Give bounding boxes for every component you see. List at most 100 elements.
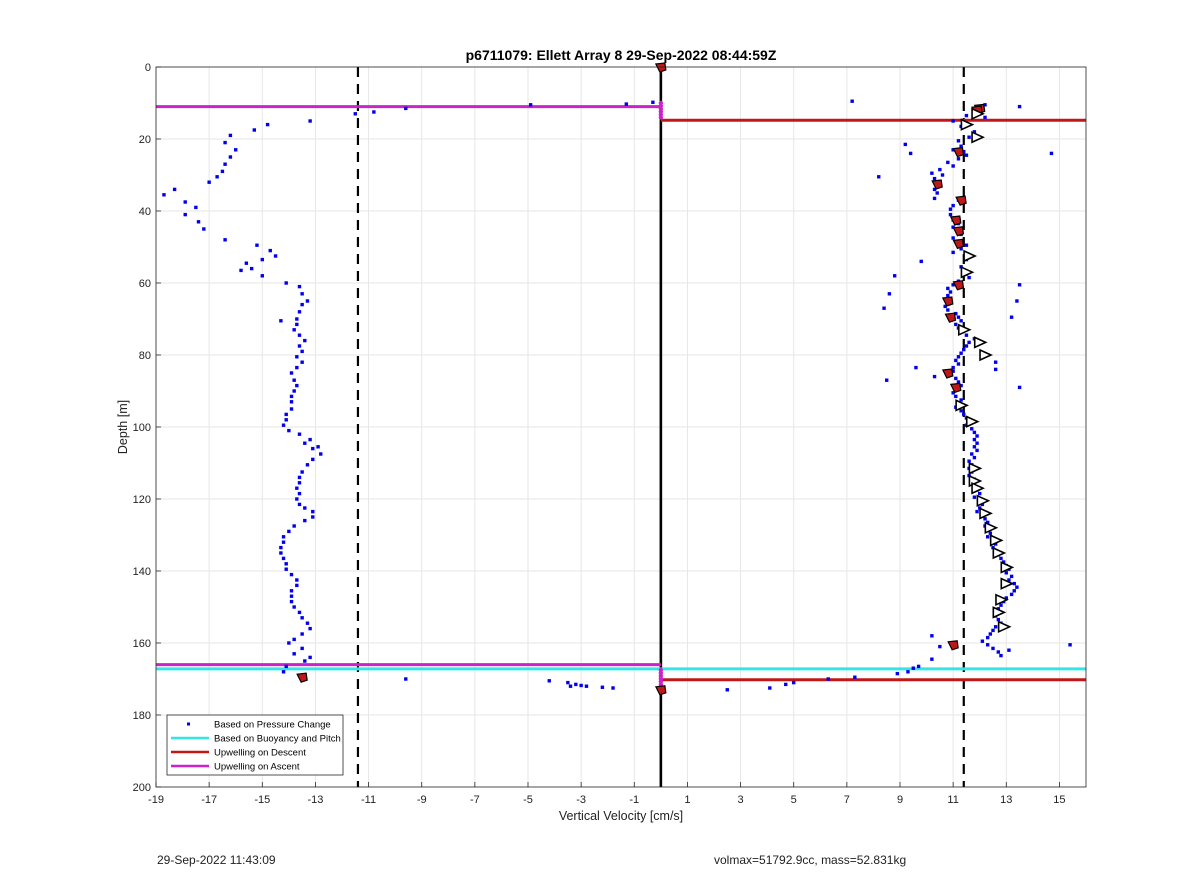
pressure-point xyxy=(289,407,294,411)
pressure-point xyxy=(972,445,977,449)
ascent-triangle-marker xyxy=(971,107,985,121)
pressure-point xyxy=(951,225,955,229)
pressure-point xyxy=(1015,585,1019,589)
pressure-point xyxy=(279,551,283,555)
y-tick-labels: 0 20 40 60 80 100 120 140 160 180 200 xyxy=(133,62,161,794)
descent-markers xyxy=(296,62,986,696)
pressure-point xyxy=(951,391,955,395)
x-tick-label: -9 xyxy=(417,794,427,806)
pressure-point xyxy=(985,635,990,640)
pressure-point xyxy=(295,486,299,490)
pressure-point xyxy=(215,175,219,179)
pressure-point xyxy=(996,617,1001,622)
x-tick-label: -5 xyxy=(523,794,533,806)
pressure-point xyxy=(930,171,934,175)
pressure-point xyxy=(1004,596,1008,600)
pressure-point xyxy=(295,383,299,388)
ascent-triangle-marker xyxy=(992,606,1007,619)
y-tick-label: 0 xyxy=(145,62,151,74)
pressure-point xyxy=(951,283,955,287)
pressure-point xyxy=(249,266,254,271)
pressure-point xyxy=(988,632,993,636)
pressure-point xyxy=(985,643,990,647)
pressure-point xyxy=(887,292,892,296)
ascent-triangle-marker xyxy=(973,336,988,349)
pressure-point xyxy=(284,281,288,285)
pressure-point xyxy=(228,155,233,159)
ascent-triangle-marker xyxy=(989,534,1004,547)
pressure-point xyxy=(295,355,299,359)
pressure-point xyxy=(967,275,971,280)
y-tick-label: 140 xyxy=(133,566,151,578)
pressure-point xyxy=(223,140,227,145)
pressure-point xyxy=(983,517,987,521)
pressure-point xyxy=(353,112,357,116)
pressure-point xyxy=(281,556,286,561)
pressure-point xyxy=(252,128,257,132)
pressure-point xyxy=(946,308,950,312)
pressure-point xyxy=(962,149,966,154)
pressure-point xyxy=(964,344,969,348)
pressure-point xyxy=(295,497,299,501)
pressure-point xyxy=(281,670,286,674)
pressure-point xyxy=(292,378,296,382)
pressure-point xyxy=(300,470,304,474)
pressure-point xyxy=(172,187,177,192)
pressure-point xyxy=(964,243,969,247)
pressure-point xyxy=(303,659,307,663)
pressure-point xyxy=(946,160,950,165)
pressure-point xyxy=(162,193,166,197)
pressure-point xyxy=(289,599,294,604)
pressure-point xyxy=(983,103,987,107)
pressure-point xyxy=(983,115,987,120)
ascent-triangle-marker xyxy=(976,494,991,508)
pressure-point xyxy=(951,148,955,152)
ascent-triangle-marker xyxy=(965,415,980,428)
pressure-point xyxy=(935,191,939,195)
x-tick-label: 11 xyxy=(947,794,958,806)
pressure-point xyxy=(885,378,889,382)
pressure-point xyxy=(985,535,990,539)
pressure-point xyxy=(1004,571,1008,575)
pressure-point xyxy=(308,655,312,660)
pressure-point xyxy=(956,362,961,366)
pressure-point xyxy=(303,518,307,523)
pressure-point xyxy=(311,509,315,514)
pressure-point xyxy=(300,616,304,620)
pressure-point xyxy=(903,142,908,147)
pressure-point xyxy=(895,671,900,676)
pressure-point xyxy=(1007,578,1011,582)
descent-marker xyxy=(955,195,967,206)
pressure-point xyxy=(938,167,942,172)
pressure-point xyxy=(223,238,227,242)
legend-label: Based on Buoyancy and Pitch xyxy=(214,734,341,745)
pressure-point xyxy=(281,423,286,427)
pressure-point xyxy=(940,173,945,177)
pressure-point xyxy=(877,175,881,179)
pressure-point xyxy=(725,688,729,692)
y-tick-label: 60 xyxy=(139,278,151,290)
y-tick-label: 80 xyxy=(139,350,151,362)
ascent-triangle-marker xyxy=(1000,577,1015,590)
descent-marker xyxy=(949,382,962,394)
pressure-point xyxy=(964,113,969,118)
descent-marker xyxy=(949,215,962,226)
descent-marker xyxy=(952,280,965,291)
pressure-point xyxy=(1049,151,1054,156)
x-tick-label: -3 xyxy=(576,794,586,806)
pressure-point xyxy=(908,151,913,156)
pressure-point xyxy=(268,248,272,253)
ascent-triangle-marker xyxy=(955,399,970,412)
pressure-point xyxy=(300,349,304,354)
pressure-point xyxy=(1017,283,1022,287)
footer-timestamp: 29-Sep-2022 11:43:09 xyxy=(157,853,276,867)
pressure-point xyxy=(980,639,985,643)
pressure-point xyxy=(978,491,982,496)
ascent-triangle-marker xyxy=(971,481,985,495)
pressure-point xyxy=(988,531,993,535)
pressure-point xyxy=(284,412,288,417)
pressure-point xyxy=(972,430,977,435)
reference-lines xyxy=(356,67,965,787)
ascent-triangle-marker xyxy=(1000,561,1015,574)
pressure-point xyxy=(954,322,958,327)
